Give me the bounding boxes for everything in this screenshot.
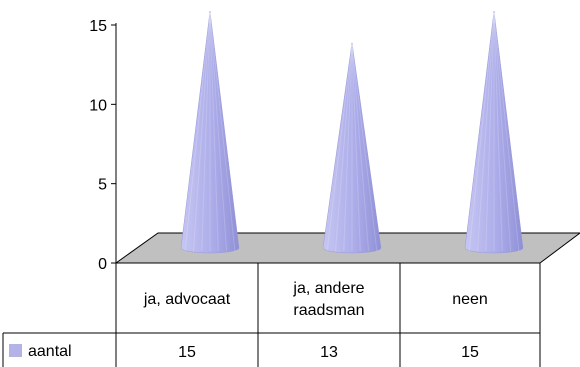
y-tick-label: 10 (89, 97, 107, 114)
category-label: ja, andere (292, 280, 364, 297)
legend-series-name: aantal (28, 343, 72, 360)
data-value-label: 13 (320, 344, 338, 361)
cone-mark (464, 10, 524, 254)
cones (180, 10, 524, 254)
cone-mark (322, 42, 382, 254)
legend-swatch (9, 344, 22, 357)
category-label: neen (452, 291, 488, 308)
y-tick-label: 15 (89, 18, 107, 35)
y-tick-label: 5 (98, 177, 107, 194)
y-tick-label: 0 (98, 256, 107, 273)
cone-mark (180, 10, 240, 254)
y-axis: 0 5 10 15 (89, 18, 117, 273)
category-label: ja, advocaat (143, 291, 231, 308)
data-value-label: 15 (178, 344, 196, 361)
data-table: ja, advocaat ja, andere raadsman neen aantal… (2, 262, 541, 367)
data-value-label: 15 (461, 344, 479, 361)
category-label: raadsman (293, 302, 364, 319)
